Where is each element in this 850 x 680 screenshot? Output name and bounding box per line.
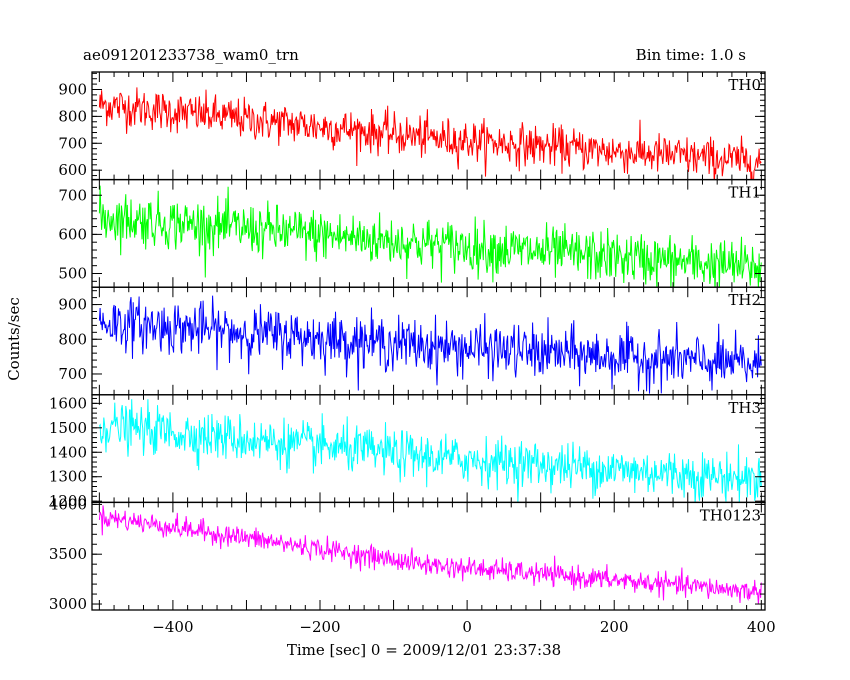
y-tick-label: 600 (58, 161, 87, 179)
y-tick-label: 700 (58, 365, 87, 383)
panel-label: TH0123 (700, 506, 761, 524)
series-th0 (98, 87, 762, 180)
panel-th0123: 3000 3500 4000 TH0123 (49, 495, 766, 613)
y-tick-label: 1300 (49, 468, 87, 486)
x-tick-label: 200 (600, 618, 629, 636)
x-tick-label: −200 (299, 618, 340, 636)
x-tick-label: 0 (462, 618, 472, 636)
x-axis-label: Time [sec] 0 = 2009/12/01 23:37:38 (287, 641, 561, 659)
y-tick-label: 600 (58, 225, 87, 243)
panel-th1: 500 600 700 TH1 (58, 178, 766, 288)
bin-time-label: Bin time: 1.0 s (636, 46, 746, 64)
series-th1 (98, 185, 762, 288)
y-tick-label: 800 (58, 330, 87, 348)
y-tick-label: 1600 (49, 394, 87, 412)
panel-label: TH2 (728, 291, 761, 309)
y-tick-label: 700 (58, 134, 87, 152)
panel-frame (91, 286, 766, 396)
series-th0123 (98, 505, 762, 605)
y-tick-label: 1400 (49, 443, 87, 461)
panel-frame (91, 501, 766, 611)
series-th3 (98, 399, 762, 503)
series-th2 (98, 295, 762, 394)
y-tick-label: 1500 (49, 419, 87, 437)
y-tick-label: 900 (58, 80, 87, 98)
y-tick-label: 3500 (49, 545, 87, 563)
y-axis-label: Counts/sec (5, 297, 23, 381)
chart-title: ae091201233738_wam0_trn (83, 46, 299, 64)
y-tick-label: 800 (58, 107, 87, 125)
y-tick-label: 700 (58, 186, 87, 204)
panel-label: TH1 (728, 184, 761, 202)
x-tick-label: −400 (152, 618, 193, 636)
panel-label: TH3 (728, 399, 761, 417)
panels-group: 600 700 800 900 TH0 500 600 700 TH1 700 800 900 TH2 1… (49, 71, 776, 636)
panel-label: TH0 (728, 76, 761, 94)
panel-frame (91, 71, 766, 181)
panel-th0: 600 700 800 900 TH0 (58, 71, 766, 181)
y-tick-label: 1200 (49, 492, 87, 510)
y-tick-label: 900 (58, 296, 87, 314)
panel-th2: 700 800 900 TH2 (58, 286, 766, 396)
y-tick-label: 3000 (49, 595, 87, 613)
y-tick-label: 500 (58, 265, 87, 283)
panel-th3: 1200 1300 1400 1500 1600 TH3 (49, 394, 766, 510)
x-tick-label: 400 (747, 618, 776, 636)
y-tick-label: 4000 (49, 495, 87, 513)
